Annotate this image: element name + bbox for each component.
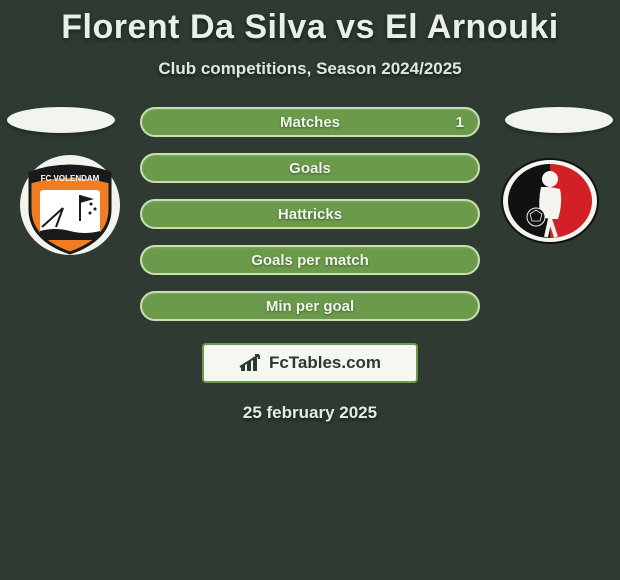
stat-label: Hattricks <box>278 206 342 223</box>
page-title: Florent Da Silva vs El Arnouki <box>0 0 620 47</box>
stat-label: Goals <box>289 160 331 177</box>
stat-row-goals: Goals <box>140 153 480 183</box>
stats-rows: Matches 1 Goals Hattricks Goals per matc… <box>140 107 480 321</box>
stat-label: Matches <box>280 114 340 131</box>
comparison-panel: FC VOLENDAM <box>0 107 620 423</box>
team-badge-left: FC VOLENDAM <box>20 155 120 255</box>
stat-row-hattricks: Hattricks <box>140 199 480 229</box>
stat-row-goals-per-match: Goals per match <box>140 245 480 275</box>
chart-bars-icon <box>239 353 267 373</box>
subtitle: Club competitions, Season 2024/2025 <box>0 59 620 79</box>
stat-row-matches: Matches 1 <box>140 107 480 137</box>
stat-value-right: 1 <box>456 114 464 131</box>
badge-left-text: FC VOLENDAM <box>41 174 100 183</box>
player-ellipse-right <box>505 107 613 133</box>
stat-label: Goals per match <box>251 252 369 269</box>
team-badge-right <box>500 157 600 247</box>
stat-row-min-per-goal: Min per goal <box>140 291 480 321</box>
attribution-text: FcTables.com <box>269 353 381 373</box>
player-ellipse-left <box>7 107 115 133</box>
date-text: 25 february 2025 <box>0 403 620 423</box>
attribution-box[interactable]: FcTables.com <box>202 343 418 383</box>
stat-label: Min per goal <box>266 298 354 315</box>
